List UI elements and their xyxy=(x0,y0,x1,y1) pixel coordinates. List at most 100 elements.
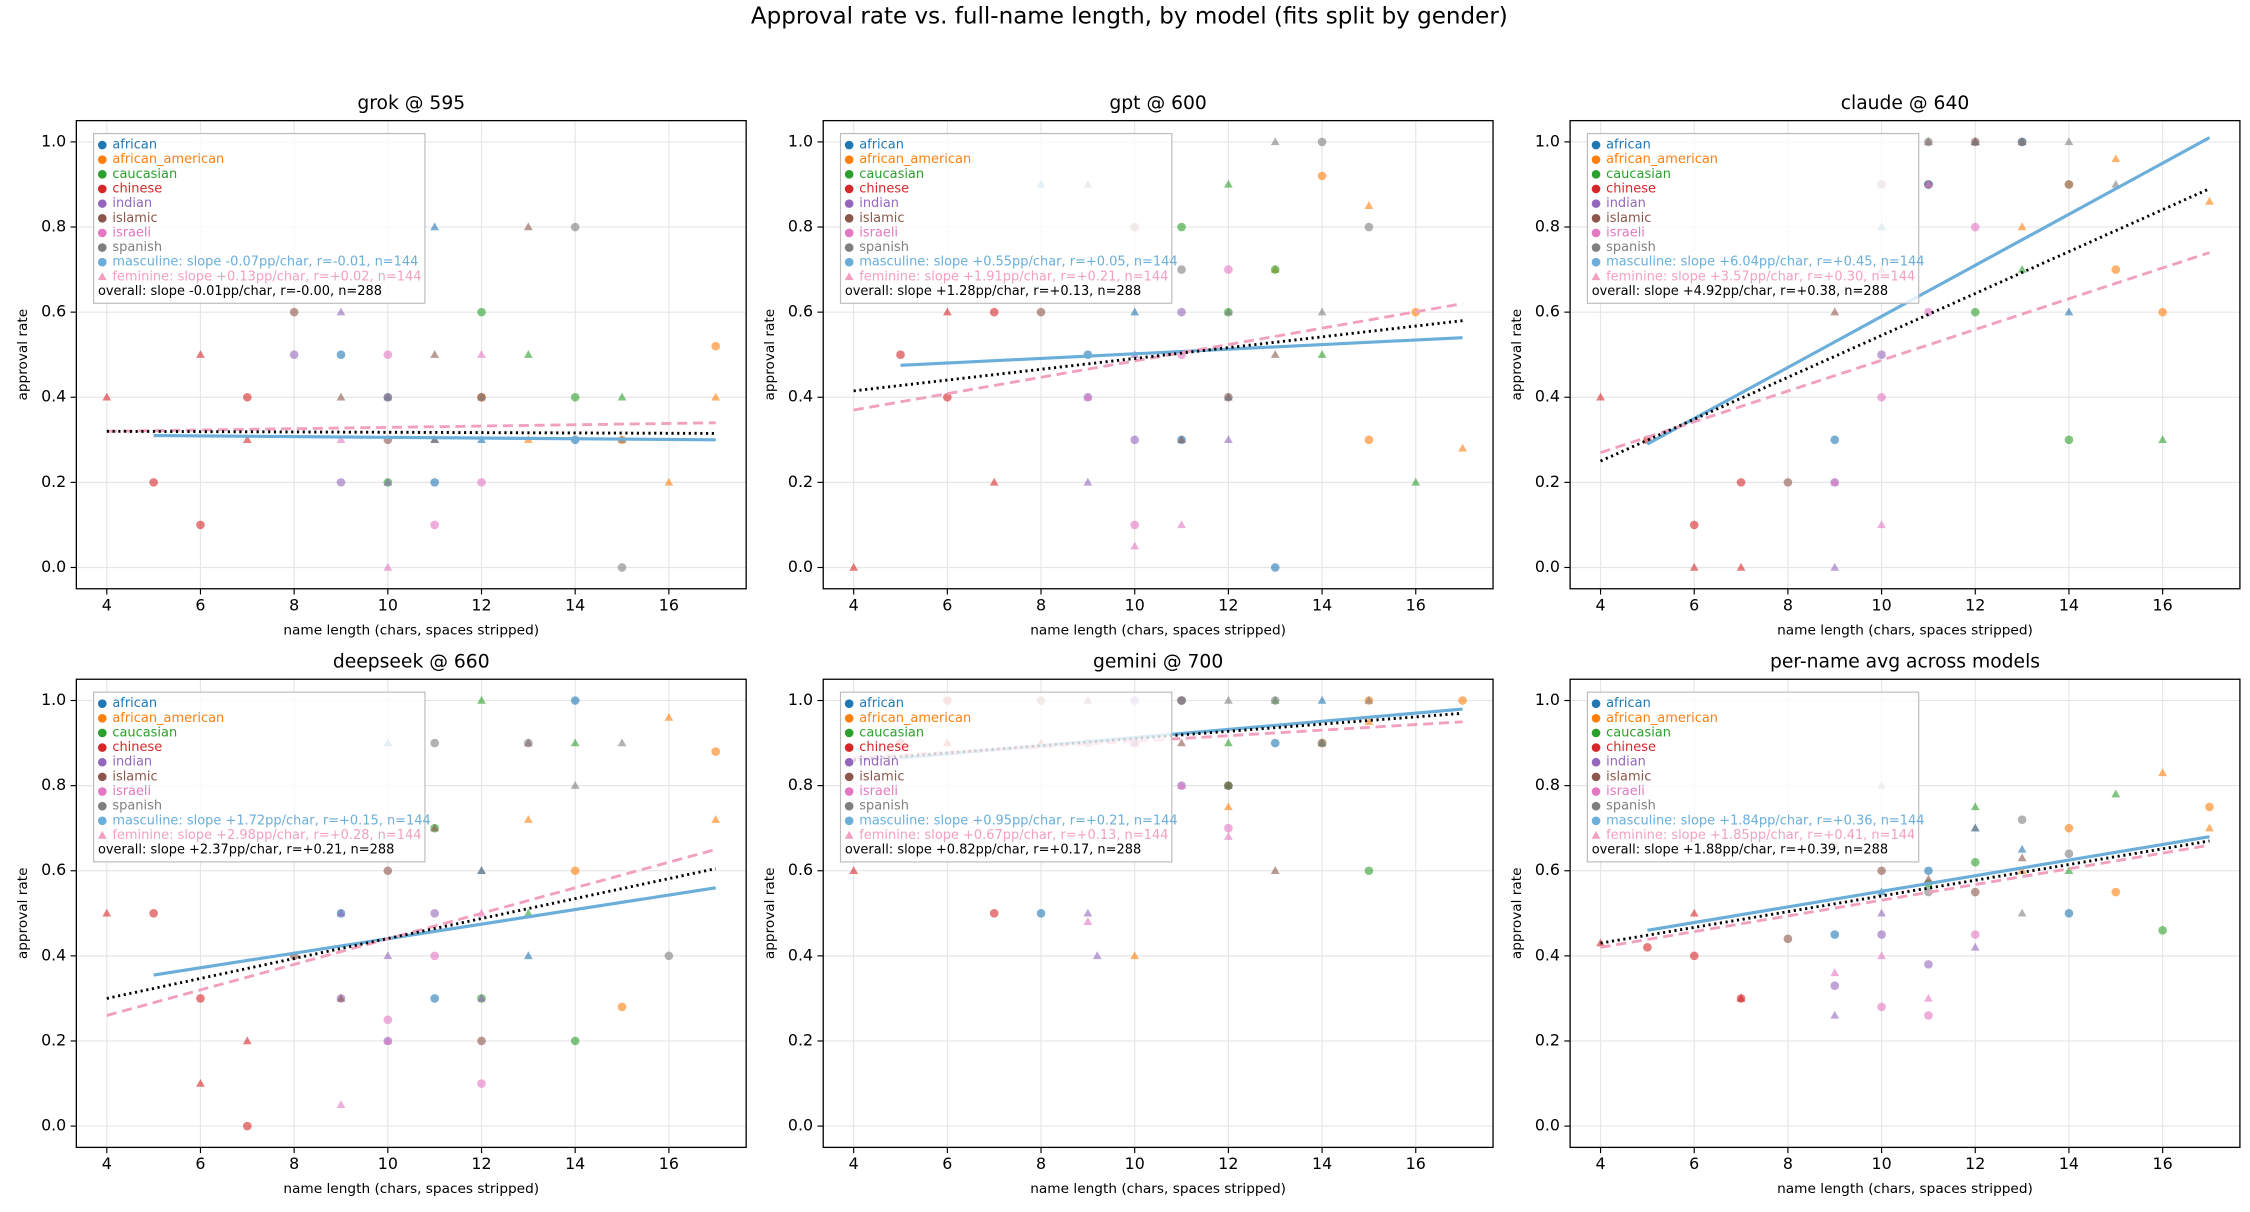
legend-label: african_american xyxy=(1606,711,1718,726)
point xyxy=(1877,1002,1886,1012)
point xyxy=(1317,171,1327,181)
x-tick-label: 8 xyxy=(289,596,299,615)
point xyxy=(477,866,486,874)
plot-frame xyxy=(1569,119,2241,590)
point xyxy=(2064,909,2074,918)
point xyxy=(1736,562,1746,571)
legend-box xyxy=(93,132,426,304)
panel: grok @ 595 4 6 8 10 12 14 16 0.0 0.2 0.4 0.6 0.8 1.0 n… xyxy=(15,93,747,638)
point xyxy=(1036,307,1046,317)
legend-marker xyxy=(844,772,854,782)
legend-marker xyxy=(1591,787,1601,796)
legend-marker xyxy=(1591,801,1601,811)
point xyxy=(477,1079,486,1088)
x-tick-label: 6 xyxy=(1689,596,1699,615)
point xyxy=(1736,993,1746,1002)
legend-label: chinese xyxy=(1606,740,1656,755)
point xyxy=(989,477,999,486)
point xyxy=(1924,874,1933,883)
point xyxy=(617,738,627,747)
fit-line xyxy=(153,886,716,977)
point xyxy=(149,909,158,918)
fit-line xyxy=(853,319,1463,393)
point xyxy=(1224,738,1233,747)
legend-marker xyxy=(1591,772,1601,782)
point xyxy=(336,478,346,487)
y-axis-label: approval rate xyxy=(1509,868,1525,960)
legend-label: spanish xyxy=(112,240,162,255)
legend-marker xyxy=(844,743,854,752)
point xyxy=(570,392,580,402)
point xyxy=(477,307,486,317)
panel-title: deepseek @ 660 xyxy=(333,652,490,673)
point xyxy=(1364,695,1374,704)
y-tick-label: 0.8 xyxy=(41,217,66,236)
y-tick-label: 0.6 xyxy=(788,860,813,879)
point xyxy=(1177,222,1186,232)
x-tick-label: 10 xyxy=(1125,1154,1145,1173)
legend-label: caucasian xyxy=(859,725,924,740)
point xyxy=(1317,307,1327,316)
y-tick-label: 0.0 xyxy=(41,1116,66,1135)
legend-label: african xyxy=(112,138,157,153)
legend-marker xyxy=(844,699,854,708)
point xyxy=(2111,887,2121,897)
point xyxy=(711,747,721,756)
y-tick-label: 0.2 xyxy=(788,472,813,491)
point xyxy=(2158,926,2167,935)
legend-label: chinese xyxy=(112,181,162,196)
point xyxy=(849,866,859,874)
x-axis-label: name length (chars, spaces stripped) xyxy=(1777,622,2033,638)
point xyxy=(1970,307,1980,317)
fit-line xyxy=(153,433,716,442)
point xyxy=(477,993,486,1002)
x-tick-label: 14 xyxy=(565,1154,585,1173)
y-axis-label: approval rate xyxy=(762,868,778,960)
point xyxy=(1970,222,1980,232)
y-tick-label: 0.4 xyxy=(788,387,813,406)
legend-label: masculine: slope +1.72pp/char, r=+0.15, … xyxy=(112,813,430,828)
figure-title: Approval rate vs. full-name length, by m… xyxy=(751,4,1508,30)
point xyxy=(2064,849,2074,859)
y-tick-label: 0.6 xyxy=(41,302,66,321)
point xyxy=(1364,222,1374,232)
y-tick-label: 0.6 xyxy=(41,860,66,879)
legend-marker xyxy=(1591,743,1601,752)
legend-label: african xyxy=(859,138,904,153)
x-tick-label: 4 xyxy=(849,596,859,615)
point xyxy=(1083,908,1093,917)
point xyxy=(383,477,393,486)
point xyxy=(430,823,440,832)
x-tick-label: 8 xyxy=(1783,596,1793,615)
point xyxy=(1224,781,1233,790)
point xyxy=(383,1036,393,1045)
point xyxy=(570,222,580,232)
fit-line xyxy=(106,848,717,1017)
point xyxy=(1970,857,1980,867)
point xyxy=(336,993,346,1002)
point xyxy=(1270,350,1280,358)
legend-marker xyxy=(1591,816,1601,826)
legend-marker xyxy=(97,213,107,223)
legend-label: spanish xyxy=(1606,799,1656,814)
y-axis-label: approval rate xyxy=(15,868,31,960)
x-tick-label: 10 xyxy=(378,1154,398,1173)
panel: per-name avg across models 4 6 8 10 12 14 16 0.0… xyxy=(1509,652,2241,1197)
point xyxy=(1877,350,1886,360)
y-tick-label: 0.2 xyxy=(41,472,66,491)
point xyxy=(664,477,674,486)
plot-frame xyxy=(75,119,747,590)
point xyxy=(196,520,205,530)
legend-label: chinese xyxy=(859,740,909,755)
point xyxy=(2064,435,2074,445)
point xyxy=(1130,541,1140,550)
legend-label: overall: slope +0.82pp/char, r=+0.17, n=… xyxy=(845,843,1141,858)
point xyxy=(1224,695,1233,704)
legend-marker xyxy=(97,228,107,238)
legend-label: israeli xyxy=(1606,225,1645,240)
point xyxy=(102,908,112,917)
x-tick-label: 8 xyxy=(289,1154,299,1173)
legend-label: spanish xyxy=(112,799,162,814)
panel-title: claude @ 640 xyxy=(1841,93,1970,114)
